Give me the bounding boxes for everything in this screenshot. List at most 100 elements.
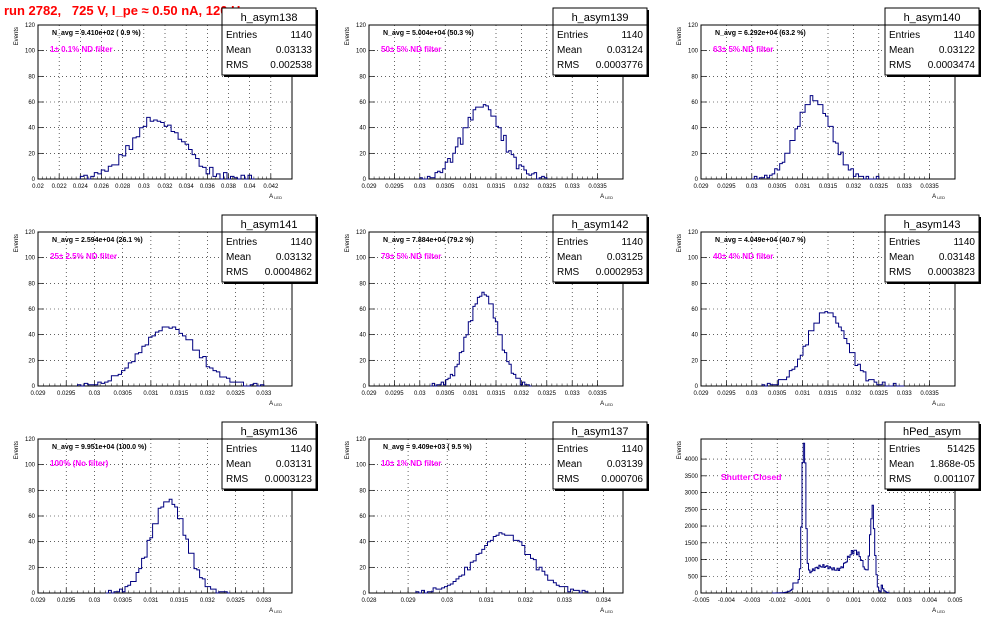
y-tick-label: 0 xyxy=(695,384,699,390)
stats-value: 1140 xyxy=(621,237,643,248)
stats-title: h_asym140 xyxy=(904,12,961,24)
x-tick-label: 0.0305 xyxy=(436,184,455,190)
y-axis-title: Events xyxy=(14,441,20,459)
stats-title: h_asym136 xyxy=(241,426,298,438)
stats-box xyxy=(221,421,317,490)
stats-label: RMS xyxy=(557,267,580,278)
y-tick-label: 80 xyxy=(691,74,698,80)
y-tick-label: 60 xyxy=(28,100,35,106)
stats-value: 0.03131 xyxy=(276,459,313,470)
stats-label: RMS xyxy=(557,474,580,485)
stats-label: Mean xyxy=(889,252,914,263)
y-tick-label: 0 xyxy=(32,384,36,390)
navg-label: N_avg = 6.292e+04 (63.2 %) xyxy=(715,30,806,37)
navg-label: N_avg = 9.951e+04 (100.0 %) xyxy=(52,444,147,451)
y-tick-label: 1500 xyxy=(685,541,699,547)
stats-value: 0.0003474 xyxy=(928,60,976,71)
navg-label: N_avg = 2.594e+04 (26.1 %) xyxy=(52,237,143,244)
x-tick-label: 0.03 xyxy=(414,391,426,397)
navg-label: N_avg = 9.410e+02 ( 0.9 %) xyxy=(52,30,141,37)
y-tick-label: 0 xyxy=(32,591,36,597)
x-axis-title: A LED xyxy=(269,401,282,407)
x-tick-label: 0.033 xyxy=(557,598,573,604)
filter-label: Shutter Closed xyxy=(721,472,781,482)
stats-value: 1140 xyxy=(953,237,975,248)
stats-label: Entries xyxy=(889,30,920,41)
stats-value: 0.03122 xyxy=(939,45,976,56)
stats-title: h_asym137 xyxy=(572,426,629,438)
stats-label: Mean xyxy=(226,45,251,56)
x-tick-label: 0.0315 xyxy=(819,184,838,190)
x-tick-label: 0.03 xyxy=(441,598,453,604)
x-tick-label: 0.033 xyxy=(565,184,581,190)
x-axis-title: A LED xyxy=(932,608,945,614)
stats-label: Mean xyxy=(226,252,251,263)
x-tick-label: 0.031 xyxy=(795,391,811,397)
x-tick-label: 0.038 xyxy=(221,184,237,190)
stats-value: 1140 xyxy=(290,237,312,248)
filter-label: 25± 2.5% ND filter xyxy=(50,252,117,261)
stats-value: 1140 xyxy=(621,444,643,455)
y-tick-label: 40 xyxy=(359,333,366,339)
x-tick-label: 0.029 xyxy=(361,184,377,190)
histogram-line xyxy=(419,104,548,180)
x-tick-label: 0.024 xyxy=(73,184,89,190)
x-tick-label: 0.03 xyxy=(89,391,101,397)
x-tick-label: 0.029 xyxy=(401,598,417,604)
x-tick-label: 0.0305 xyxy=(436,391,455,397)
y-tick-label: 2500 xyxy=(685,507,699,513)
y-tick-label: 120 xyxy=(688,230,699,236)
y-tick-label: 4000 xyxy=(685,457,699,463)
panel-h_asym137: 0.028 0.029 0.03 0.031 0.032 0.033 0.034 0 20 40 6… xyxy=(345,421,649,614)
x-tick-label: 0.03 xyxy=(746,184,758,190)
x-tick-label: 0.0325 xyxy=(538,391,557,397)
x-tick-label: 0.0325 xyxy=(538,184,557,190)
x-tick-label: 0.031 xyxy=(479,598,495,604)
stats-label: Entries xyxy=(557,444,588,455)
stats-value: 0.002538 xyxy=(270,60,312,71)
histogram-line xyxy=(105,498,230,594)
y-tick-label: 0 xyxy=(363,591,367,597)
y-tick-label: 80 xyxy=(359,488,366,494)
x-tick-label: 0.0315 xyxy=(170,598,189,604)
x-tick-label: 0.032 xyxy=(518,598,534,604)
x-tick-label: 0 xyxy=(826,598,830,604)
x-axis-title: A LED xyxy=(269,194,282,200)
stats-title: h_asym142 xyxy=(572,219,629,231)
x-tick-label: 0.0335 xyxy=(920,391,939,397)
stats-box xyxy=(884,7,980,76)
x-tick-label: 0.0295 xyxy=(717,391,736,397)
y-tick-label: 20 xyxy=(28,565,35,571)
x-tick-label: 0.004 xyxy=(922,598,938,604)
x-axis-title: A LED xyxy=(932,401,945,407)
x-tick-label: 0.0325 xyxy=(870,391,889,397)
stats-value: 1140 xyxy=(621,30,643,41)
x-tick-label: 0.022 xyxy=(52,184,68,190)
stats-title: h_asym143 xyxy=(904,219,961,231)
x-tick-label: 0.0315 xyxy=(170,391,189,397)
navg-label: N_avg = 9.409e+03 ( 9.5 %) xyxy=(383,444,472,451)
y-tick-label: 60 xyxy=(691,100,698,106)
filter-label: 63± 5% ND filter xyxy=(713,45,773,54)
x-tick-label: 0.0295 xyxy=(57,391,76,397)
x-tick-label: 0.0325 xyxy=(870,184,889,190)
y-tick-label: 80 xyxy=(359,74,366,80)
y-tick-label: 120 xyxy=(356,437,367,443)
stats-label: Entries xyxy=(226,30,257,41)
y-tick-label: 2000 xyxy=(685,524,699,530)
y-tick-label: 100 xyxy=(25,463,36,469)
x-tick-label: 0.03 xyxy=(138,184,150,190)
stats-box xyxy=(552,214,648,283)
y-tick-label: 80 xyxy=(28,281,35,287)
stats-label: Mean xyxy=(889,45,914,56)
x-tick-label: 0.028 xyxy=(361,598,377,604)
y-tick-label: 60 xyxy=(359,514,366,520)
x-tick-label: 0.03 xyxy=(746,391,758,397)
stats-value: 0.000706 xyxy=(601,474,643,485)
x-tick-label: 0.002 xyxy=(871,598,887,604)
stats-label: RMS xyxy=(226,267,249,278)
filter-label: 79± 5% ND filter xyxy=(381,252,441,261)
y-tick-label: 20 xyxy=(28,358,35,364)
panel-h_asym140: 0.029 0.0295 0.03 0.0305 0.031 0.0315 0.032 0.0… xyxy=(677,7,981,200)
